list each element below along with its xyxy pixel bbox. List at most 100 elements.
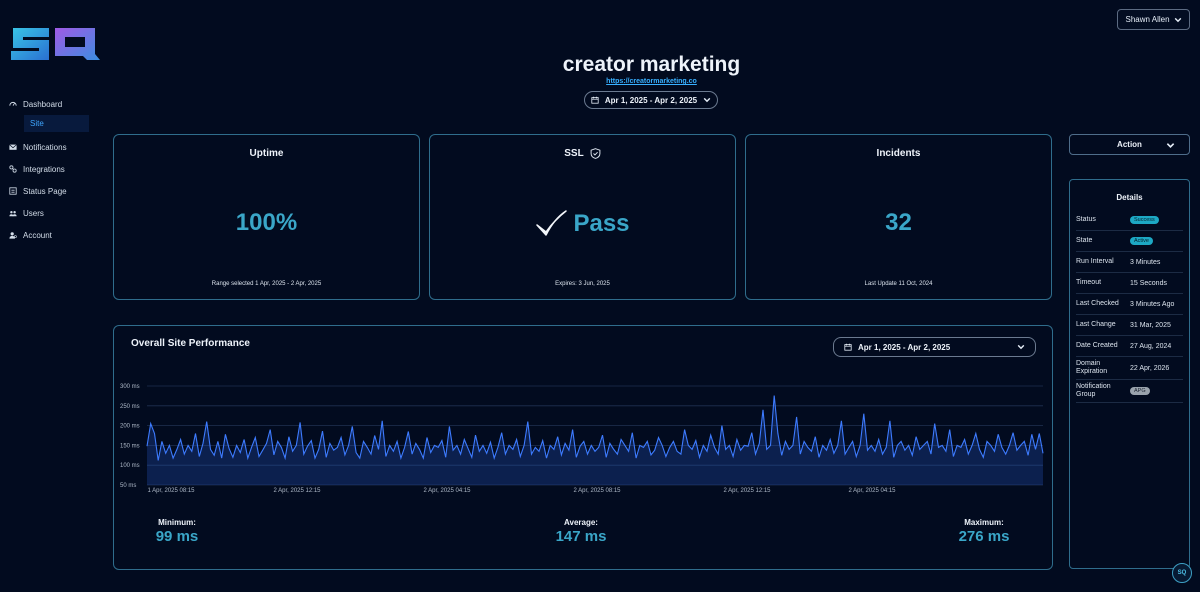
action-label: Action	[1117, 140, 1142, 149]
ssl-value: Pass	[573, 210, 630, 237]
uptime-card: Uptime 100% Range selected 1 Apr, 2025 -…	[113, 134, 420, 300]
sidebar-nav: Dashboard Site Notifications Integration…	[0, 93, 100, 246]
incidents-card: Incidents 32 Last Update 11 Oct, 2024	[745, 134, 1052, 300]
status-badge: Active	[1130, 237, 1153, 245]
sidebar-item-label: Integrations	[23, 164, 65, 174]
y-tick-label: 250 ms	[120, 404, 140, 410]
users-icon	[9, 209, 17, 217]
help-chat-label: SQ	[1177, 570, 1187, 576]
sidebar-item-integrations[interactable]: Integrations	[0, 158, 100, 180]
action-dropdown-button[interactable]: Action	[1069, 134, 1190, 155]
card-title: Incidents	[746, 148, 1051, 159]
metric-value: 276 ms	[958, 528, 1010, 545]
details-key: Last Checked	[1076, 299, 1119, 307]
y-tick-label: 200 ms	[120, 424, 140, 430]
integrations-icon	[9, 165, 17, 173]
details-key: Domain Expiration	[1076, 360, 1108, 376]
metric-value: 99 ms	[155, 528, 199, 545]
x-tick-label: 2 Apr, 2025 04:15	[848, 488, 896, 494]
sidebar-item-users[interactable]: Users	[0, 202, 100, 224]
x-tick-label: 1 Apr, 2025 08:15	[147, 488, 195, 494]
user-menu-button[interactable]: Shawn Allen	[1117, 9, 1190, 30]
uptime-value: 100%	[235, 209, 298, 236]
details-key: State	[1076, 236, 1093, 244]
chevron-down-icon	[1017, 344, 1025, 350]
performance-panel: Overall Site Performance Apr 1, 2025 - A…	[113, 325, 1053, 570]
incidents-title: Incidents	[876, 148, 921, 159]
metric-label: Maximum:	[964, 518, 1004, 527]
envelope-icon	[9, 143, 17, 151]
shield-icon	[590, 148, 601, 159]
metric-label: Average:	[564, 518, 598, 527]
sidebar-item-account[interactable]: Account	[0, 224, 100, 246]
incidents-footer: Last Update 11 Oct, 2024	[864, 281, 933, 287]
details-panel: Details Status Success State Active Run Inte…	[1069, 179, 1190, 569]
details-key: Status	[1076, 215, 1096, 223]
gauge-icon	[9, 100, 17, 108]
sidebar-item-dashboard[interactable]: Dashboard	[0, 93, 100, 115]
sidebar-item-notifications[interactable]: Notifications	[0, 136, 100, 158]
header-date-range-picker[interactable]: Apr 1, 2025 - Apr 2, 2025	[584, 91, 718, 109]
chevron-down-icon	[1174, 17, 1181, 22]
calendar-icon	[591, 96, 599, 104]
details-value: APG	[1130, 387, 1183, 396]
details-key: Run Interval	[1076, 257, 1114, 265]
metric-value: 147 ms	[555, 528, 607, 545]
chevron-down-icon	[1166, 143, 1175, 148]
brand-logo[interactable]	[9, 24, 101, 64]
performance-chart[interactable]: 50 ms 100 ms 150 ms 200 ms 250 ms 300 ms 1 Apr…	[114, 376, 1052, 496]
details-row: State Active	[1076, 231, 1183, 252]
page-title: creator marketing	[562, 53, 741, 76]
site-url-link[interactable]: https://creatormarketing.co	[606, 78, 697, 85]
date-range-label: Apr 1, 2025 - Apr 2, 2025	[858, 342, 951, 352]
sidebar-item-site[interactable]: Site	[24, 115, 89, 132]
details-row: Date Created 27 Aug, 2024	[1076, 336, 1183, 357]
details-list: Status Success State Active Run Interval 3 Mi…	[1070, 210, 1189, 404]
incidents-value: 32	[885, 209, 912, 236]
x-tick-label: 2 Apr, 2025 12:15	[723, 488, 771, 494]
details-value: 31 Mar, 2025	[1130, 321, 1171, 329]
details-row: Domain Expiration 22 Apr, 2026	[1076, 357, 1183, 381]
ssl-title: SSL	[564, 148, 584, 159]
sidebar-item-label: Notifications	[23, 142, 67, 152]
y-tick-label: 300 ms	[120, 384, 140, 390]
status-badge: Success	[1130, 216, 1159, 224]
x-tick-label: 2 Apr, 2025 04:15	[423, 488, 471, 494]
details-value: Active	[1130, 237, 1183, 245]
sidebar-item-label: Account	[23, 230, 52, 240]
x-tick-label: 2 Apr, 2025 08:15	[573, 488, 621, 494]
calendar-icon	[844, 343, 852, 351]
details-value: 3 Minutes Ago	[1130, 300, 1175, 308]
details-value: Success	[1130, 216, 1183, 224]
y-tick-label: 50 ms	[120, 483, 136, 489]
ssl-card: SSL Pass Expires: 3 Jun, 2025	[429, 134, 736, 300]
metric-average: Average: 147 ms	[546, 518, 616, 545]
details-key: Notification Group	[1076, 383, 1111, 399]
metric-maximum: Maximum: 276 ms	[949, 518, 1019, 545]
card-title: SSL	[430, 148, 735, 159]
details-value: 27 Aug, 2024	[1130, 342, 1172, 350]
card-title: Uptime	[114, 148, 419, 159]
metric-label: Minimum:	[158, 518, 196, 527]
details-value: 15 Seconds	[1130, 279, 1167, 287]
performance-title: Overall Site Performance	[131, 338, 250, 349]
account-icon	[9, 231, 17, 239]
details-row: Notification Group APG	[1076, 380, 1183, 404]
ssl-footer: Expires: 3 Jun, 2025	[555, 281, 610, 287]
details-row: Run Interval 3 Minutes	[1076, 252, 1183, 273]
metric-minimum: Minimum: 99 ms	[152, 518, 202, 545]
uptime-title: Uptime	[249, 148, 284, 159]
details-value: 22 Apr, 2026	[1130, 364, 1170, 372]
details-key: Timeout	[1076, 278, 1102, 286]
details-row: Last Checked 3 Minutes Ago	[1076, 294, 1183, 315]
status-page-icon	[9, 187, 17, 195]
details-key: Last Change	[1076, 320, 1116, 328]
performance-date-range-picker[interactable]: Apr 1, 2025 - Apr 2, 2025	[833, 337, 1036, 357]
details-row: Timeout 15 Seconds	[1076, 273, 1183, 294]
date-range-label: Apr 1, 2025 - Apr 2, 2025	[604, 95, 698, 105]
series-area	[147, 395, 1043, 485]
help-chat-button[interactable]: SQ	[1172, 563, 1192, 583]
details-key: Date Created	[1076, 341, 1118, 349]
sidebar-item-status-page[interactable]: Status Page	[0, 180, 100, 202]
chevron-down-icon	[703, 97, 711, 103]
